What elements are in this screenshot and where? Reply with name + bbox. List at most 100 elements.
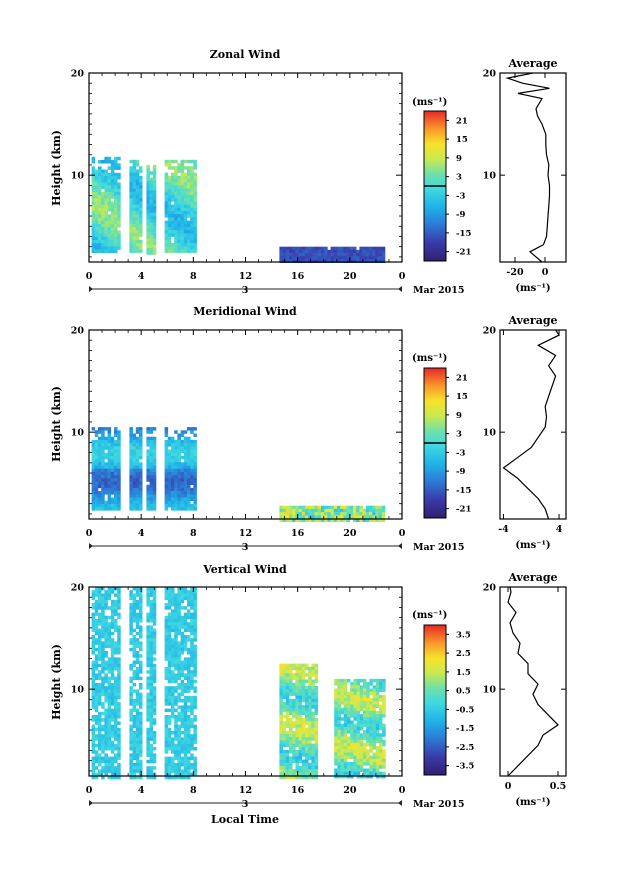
heat-cell [292, 753, 296, 757]
heat-cell [177, 507, 181, 511]
heat-cell [174, 227, 178, 231]
heat-cell [295, 259, 299, 263]
heat-cell [98, 468, 102, 473]
heat-cell [177, 625, 181, 629]
heat-cell [180, 679, 185, 684]
heat-cell [187, 159, 191, 164]
heat-cell [167, 217, 172, 221]
heat-cell [334, 710, 338, 715]
heat-cell [171, 702, 175, 706]
heat-cell [101, 491, 105, 495]
heat-cell [149, 756, 154, 761]
heat-cell [98, 430, 102, 434]
heat-cell [311, 512, 315, 516]
heat-cell [132, 676, 137, 681]
heat-cell [295, 714, 299, 719]
heat-cell [117, 185, 121, 190]
heat-cell [177, 201, 181, 205]
heat-cell [171, 769, 175, 773]
heat-cell [366, 730, 370, 734]
heat-cell [334, 717, 338, 721]
heat-cell [308, 515, 312, 519]
heat-cell [349, 246, 354, 251]
heat-cell [295, 702, 299, 706]
heat-cell [177, 246, 181, 250]
heat-cell [132, 207, 137, 212]
heat-cell [149, 628, 154, 633]
heat-cell [132, 159, 137, 164]
heat-cell [117, 750, 121, 754]
heat-cell [369, 678, 373, 683]
heat-cell [174, 686, 178, 690]
heat-cell [180, 185, 185, 189]
heat-cell [180, 455, 185, 460]
heat-cell [346, 246, 351, 251]
heat-cell [292, 259, 296, 263]
heat-cell [289, 740, 293, 744]
heat-cell [190, 246, 194, 250]
heat-cell [129, 724, 133, 729]
heat-cell [187, 214, 191, 218]
data-segment [164, 159, 197, 253]
heat-cell [311, 689, 315, 693]
heat-cell [375, 720, 380, 724]
heat-cell [101, 593, 105, 597]
heat-cell [174, 676, 178, 681]
heat-cell [91, 651, 96, 655]
heat-cell [279, 676, 283, 680]
heat-cell [177, 676, 181, 681]
heat-cell [187, 459, 191, 463]
heat-cell [369, 714, 373, 718]
heat-cell [164, 619, 169, 623]
heat-cell [174, 497, 178, 501]
heat-cell [146, 184, 150, 188]
heat-cell [152, 503, 157, 508]
heat-cell [308, 746, 312, 751]
heat-cell [372, 694, 377, 699]
heat-cell [146, 769, 150, 773]
heat-cell [183, 471, 188, 476]
heat-cell [190, 462, 194, 466]
heat-cell [164, 223, 169, 228]
heat-cell [190, 606, 194, 610]
heat-cell [107, 494, 112, 498]
heat-cell [104, 185, 108, 190]
heat-cell [301, 746, 306, 751]
heat-cell [171, 590, 175, 594]
heat-cell [104, 249, 108, 254]
heat-cell [149, 615, 154, 620]
heat-cell [292, 676, 296, 680]
heat-cell [110, 491, 115, 495]
heat-cell [359, 774, 364, 779]
heat-cell [167, 462, 172, 466]
heat-cell [174, 775, 178, 780]
heat-cell [298, 673, 303, 677]
heat-cell [298, 705, 303, 709]
heat-cell [98, 628, 102, 633]
average-frame [499, 586, 567, 777]
heat-cell [152, 734, 157, 738]
heat-cell [301, 743, 306, 748]
heat-cell [152, 628, 157, 633]
heat-cell [308, 256, 312, 260]
heat-cell [183, 459, 188, 463]
average-title: Average [507, 571, 557, 584]
heat-cell [363, 746, 367, 750]
heat-cell [180, 446, 185, 450]
heat-cell [353, 730, 357, 734]
heat-cell [146, 715, 150, 719]
heat-cell [311, 750, 315, 754]
heat-cell [366, 682, 370, 686]
heat-cell [94, 169, 99, 174]
heat-cell [177, 230, 181, 234]
heat-cell [167, 747, 172, 751]
heat-cell [149, 475, 154, 479]
heat-cell [139, 731, 143, 735]
heat-cell [101, 734, 105, 738]
heat-cell [174, 715, 178, 719]
heat-cell [285, 718, 290, 722]
heat-cell [104, 236, 108, 241]
heat-cell [114, 236, 118, 241]
heat-cell [101, 459, 105, 463]
heat-cell [152, 238, 157, 242]
